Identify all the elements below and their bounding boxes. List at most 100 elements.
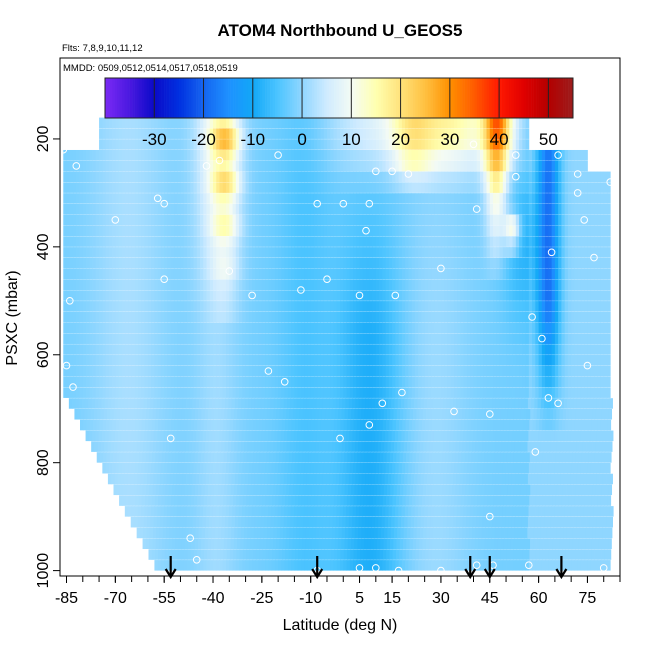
heatmap-cell: [268, 225, 273, 237]
heatmap-cell: [466, 344, 471, 355]
heatmap-cell: [431, 387, 435, 398]
heatmap-cell: [222, 344, 227, 355]
heatmap-cell: [284, 344, 289, 355]
heatmap-cell: [606, 301, 611, 312]
heatmap-cell: [455, 408, 460, 420]
heatmap-cell: [405, 128, 409, 139]
heatmap-cell: [190, 279, 194, 291]
heatmap-cell: [134, 290, 139, 301]
heatmap-cell: [375, 160, 380, 172]
heatmap-cell: [515, 333, 520, 344]
heatmap-cell: [577, 214, 582, 226]
heatmap-cell: [340, 149, 344, 161]
heatmap-cell: [105, 236, 110, 247]
heatmap-cell: [160, 160, 165, 172]
heatmap-cell: [606, 268, 611, 280]
heatmap-cell: [547, 398, 552, 409]
heatmap-cell: [574, 344, 579, 355]
heatmap-cell: [349, 214, 354, 226]
heatmap-cell: [266, 408, 271, 420]
heatmap-cell: [414, 333, 419, 344]
heatmap-cell: [115, 419, 120, 431]
heatmap-cell: [121, 430, 126, 442]
heatmap-cell: [486, 182, 491, 193]
heatmap-cell: [577, 311, 582, 323]
heatmap-cell: [77, 408, 82, 420]
heatmap-cell: [248, 333, 253, 344]
heatmap-cell: [323, 268, 328, 280]
heatmap-cell: [69, 149, 74, 161]
heatmap-cell: [271, 387, 276, 398]
heatmap-cell: [294, 247, 299, 258]
heatmap-cell: [535, 203, 540, 215]
heatmap-cell: [382, 387, 386, 398]
heatmap-cell: [99, 355, 103, 366]
heatmap-cell: [284, 333, 289, 344]
heatmap-cell: [146, 408, 150, 420]
heatmap-cell: [79, 290, 84, 301]
heatmap-cell: [265, 419, 270, 431]
heatmap-cell: [346, 355, 351, 366]
heatmap-cell: [118, 203, 123, 215]
heatmap-cell: [515, 236, 520, 247]
heatmap-cell: [434, 182, 439, 193]
heatmap-cell: [95, 344, 100, 355]
heatmap-cell: [154, 301, 159, 312]
heatmap-cell: [388, 430, 393, 442]
heatmap-cell: [541, 214, 546, 226]
heatmap-cell: [353, 257, 357, 269]
heatmap-cell: [506, 344, 510, 355]
heatmap-cell: [157, 203, 162, 215]
heatmap-cell: [203, 160, 207, 172]
heatmap-cell: [382, 225, 386, 237]
heatmap-cell: [134, 257, 139, 269]
heatmap-cell: [395, 419, 400, 431]
heatmap-cell: [138, 117, 142, 129]
heatmap-cell: [112, 322, 116, 334]
heatmap-cell: [392, 301, 396, 312]
heatmap-cell: [274, 387, 279, 398]
heatmap-cell: [489, 333, 494, 344]
heatmap-cell: [509, 149, 513, 161]
heatmap-cell: [317, 419, 322, 431]
heatmap-cell: [590, 171, 595, 183]
heatmap-cell: [307, 193, 312, 204]
heatmap-cell: [427, 193, 432, 204]
heatmap-cell: [561, 268, 566, 280]
heatmap-cell: [125, 193, 129, 204]
heatmap-cell: [265, 365, 269, 377]
heatmap-cell: [108, 247, 113, 258]
heatmap-cell: [173, 225, 178, 237]
heatmap-cell: [102, 149, 106, 161]
heatmap-cell: [121, 139, 126, 150]
heatmap-cell: [411, 279, 416, 291]
heatmap-cell: [240, 408, 245, 420]
heatmap-cell: [203, 214, 207, 226]
heatmap-cell: [300, 139, 305, 150]
heatmap-cell: [289, 408, 293, 420]
heatmap-cell: [291, 365, 295, 377]
heatmap-cell: [228, 398, 233, 409]
heatmap-cell: [118, 236, 123, 247]
heatmap-cell: [239, 247, 243, 258]
heatmap-cell: [237, 441, 242, 452]
heatmap-cell: [578, 419, 582, 431]
heatmap-cell: [545, 149, 549, 161]
heatmap-cell: [99, 301, 103, 312]
heatmap-cell: [401, 268, 406, 280]
heatmap-cell: [579, 408, 583, 420]
heatmap-cell: [326, 193, 331, 204]
heatmap-cell: [493, 257, 497, 269]
heatmap-cell: [310, 290, 315, 301]
heatmap-cell: [568, 419, 573, 431]
heatmap-cell: [437, 376, 442, 388]
heatmap-cell: [411, 344, 416, 355]
heatmap-cell: [551, 290, 556, 301]
heatmap-cell: [444, 311, 448, 323]
heatmap-cell: [372, 387, 377, 398]
heatmap-cell: [193, 225, 198, 237]
heatmap-cell: [385, 247, 390, 258]
heatmap-cell: [326, 247, 331, 258]
heatmap-cell: [434, 247, 439, 258]
heatmap-cell: [551, 301, 556, 312]
